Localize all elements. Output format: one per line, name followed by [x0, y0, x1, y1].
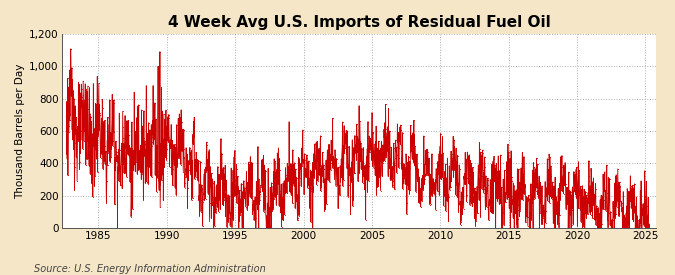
Text: Source: U.S. Energy Information Administration: Source: U.S. Energy Information Administ…: [34, 264, 265, 274]
Y-axis label: Thousand Barrels per Day: Thousand Barrels per Day: [15, 63, 25, 199]
Title: 4 Week Avg U.S. Imports of Residual Fuel Oil: 4 Week Avg U.S. Imports of Residual Fuel…: [167, 15, 550, 30]
